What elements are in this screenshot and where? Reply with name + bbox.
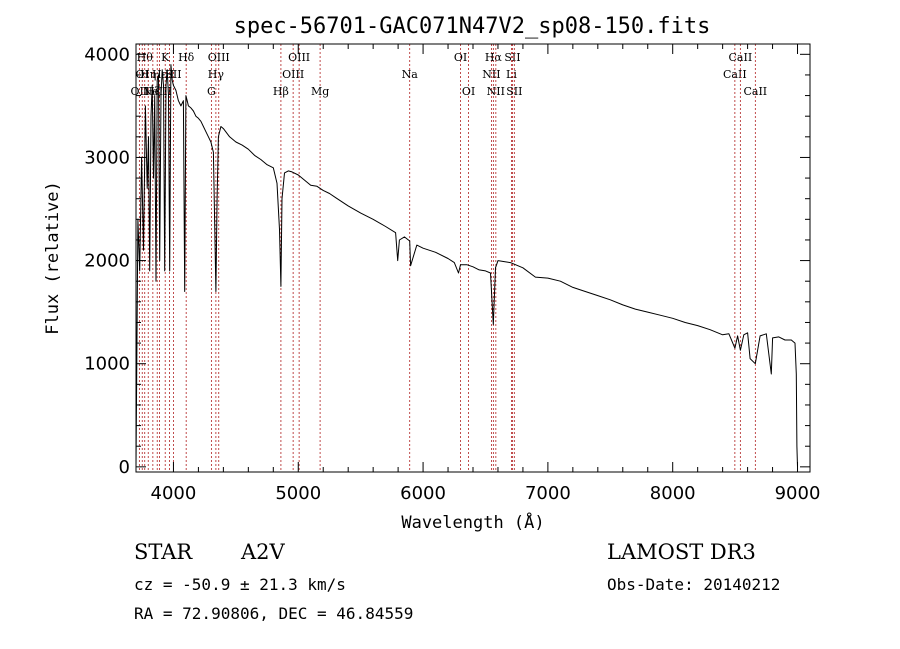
object-class: STAR [134,540,193,564]
line-marker-label-15: OIII [282,68,304,81]
x-tick-label-0: 4000 [151,483,197,504]
y-tick-label-2: 2000 [84,251,130,272]
x-tick-label-1: 5000 [275,483,321,504]
y-axis-ticks: 0 1000 2000 3000 4000 [84,44,810,478]
line-marker-label-20: OI [462,85,475,98]
line-marker-label-13: OIII [208,51,230,64]
redshift-velocity: cz = -50.9 ± 21.3 km/s [134,575,346,594]
line-marker-label-11: G [207,85,216,98]
line-marker-label-26: SII [506,85,522,98]
line-marker-label-2: Hθ [137,51,154,64]
x-tick-label-3: 7000 [525,483,571,504]
line-marker-label-17: Mg [311,85,329,98]
y-axis-label: Flux (relative) [43,181,63,335]
line-marker-label-25: SII [504,51,520,64]
line-marker-label-7: K [161,51,170,64]
line-marker-label-24: Li [506,68,517,81]
line-marker-label-1: OI [136,68,149,81]
x-tick-label-4: 8000 [650,483,696,504]
line-marker-label-9: SII [165,68,181,81]
y-tick-label-0: 0 [119,457,130,478]
y-tick-label-4: 4000 [84,44,130,65]
x-tick-label-5: 9000 [775,483,821,504]
observation-date: Obs-Date: 20140212 [607,575,781,594]
y-tick-label-1: 1000 [84,354,130,375]
line-marker-label-22: Hα [485,51,503,64]
survey-name: LAMOST DR3 [607,540,756,564]
y-tick-label-3: 3000 [84,147,130,168]
line-markers: OIIOIHθHηHζNeIIIHεKHSIIHδGHγOIIIHβOIIIOI… [131,44,767,472]
line-marker-label-27: CaII [723,68,747,81]
line-marker-label-6: Hε [152,68,168,81]
line-marker-label-8: H [165,68,175,81]
line-marker-label-3: Hη [140,68,156,81]
line-marker-label-21: NII [482,68,500,81]
line-marker-label-19: OI [454,51,467,64]
object-subclass: A2V [241,540,285,564]
line-marker-label-23: NII [487,85,505,98]
line-marker-label-16: OIII [288,51,310,64]
chart-title: spec-56701-GAC071N47V2_sp08-150.fits [234,14,711,39]
line-marker-label-14: Hβ [273,85,289,98]
line-marker-label-0: OII [131,85,149,98]
line-marker-label-12: Hγ [208,68,225,81]
line-marker-label-29: CaII [743,85,767,98]
line-marker-label-28: CaII [729,51,753,64]
spectrum-series [135,64,798,467]
x-tick-label-2: 6000 [400,483,446,504]
line-marker-label-10: Hδ [178,51,195,64]
x-axis-label: Wavelength (Å) [401,511,544,533]
line-marker-label-18: Na [402,68,419,81]
x-axis-ticks: 4000 5000 6000 7000 8000 9000 [151,44,821,504]
sky-coordinates: RA = 72.90806, DEC = 46.84559 [134,604,414,623]
spectrum-line [135,64,798,467]
plot-frame [135,43,811,473]
